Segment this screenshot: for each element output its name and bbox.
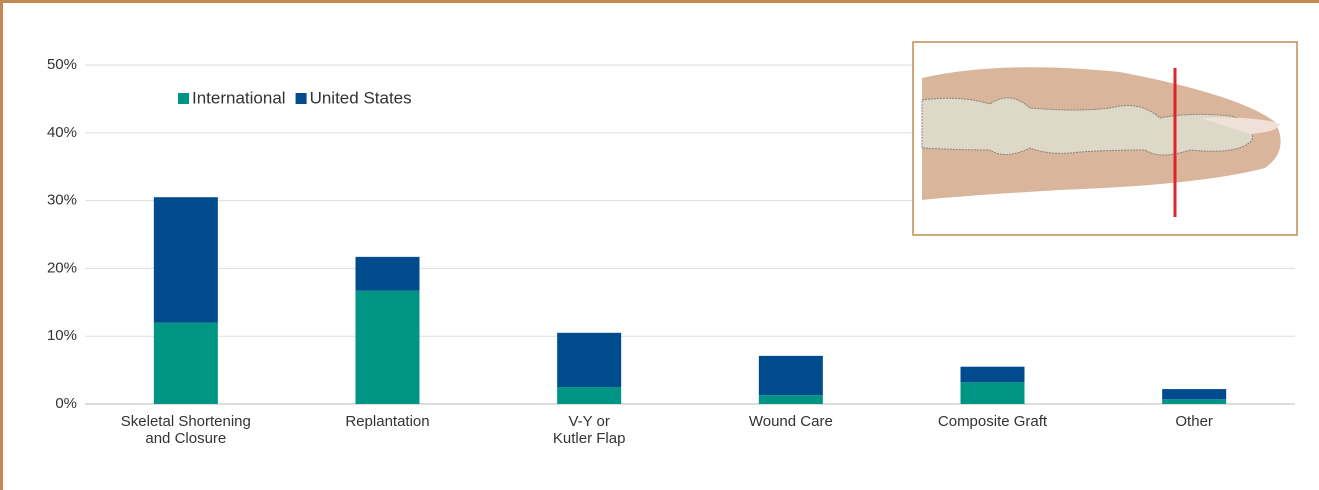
finger-image <box>912 41 1298 236</box>
bar-segment <box>153 197 218 323</box>
x-tick-label: Wound Care <box>748 413 833 430</box>
bar-segment <box>557 387 622 404</box>
y-tick-label: 10% <box>47 327 77 344</box>
y-tick-label: 30% <box>47 192 77 209</box>
legend-swatch <box>178 93 189 104</box>
bar-segment <box>758 355 823 396</box>
bar-segment <box>557 332 622 388</box>
bar-segment <box>355 290 420 404</box>
x-tick-label: Composite Graft <box>937 413 1048 430</box>
legend-swatch <box>295 93 307 104</box>
y-tick-label: 50% <box>47 56 77 73</box>
y-tick-label: 40% <box>47 124 77 141</box>
bar-segment <box>758 395 823 404</box>
legend-label: United States <box>310 88 412 107</box>
bar-segment <box>960 382 1025 404</box>
bar-segment <box>1162 389 1227 400</box>
bar-segment <box>355 256 420 291</box>
y-tick-label: 0% <box>55 395 77 412</box>
y-tick-label: 20% <box>47 259 77 276</box>
bar-segment <box>960 366 1025 383</box>
bar-segment <box>1162 399 1227 404</box>
x-tick-label: Other <box>1175 413 1213 430</box>
bar-segment <box>153 322 218 404</box>
x-tick-label: V-Y or Kutler Flap <box>552 413 626 447</box>
legend-label: International <box>192 88 286 107</box>
x-tick-label: Replantation <box>345 413 430 430</box>
x-tick-label: Skeletal Shortening and Closure <box>120 413 251 447</box>
